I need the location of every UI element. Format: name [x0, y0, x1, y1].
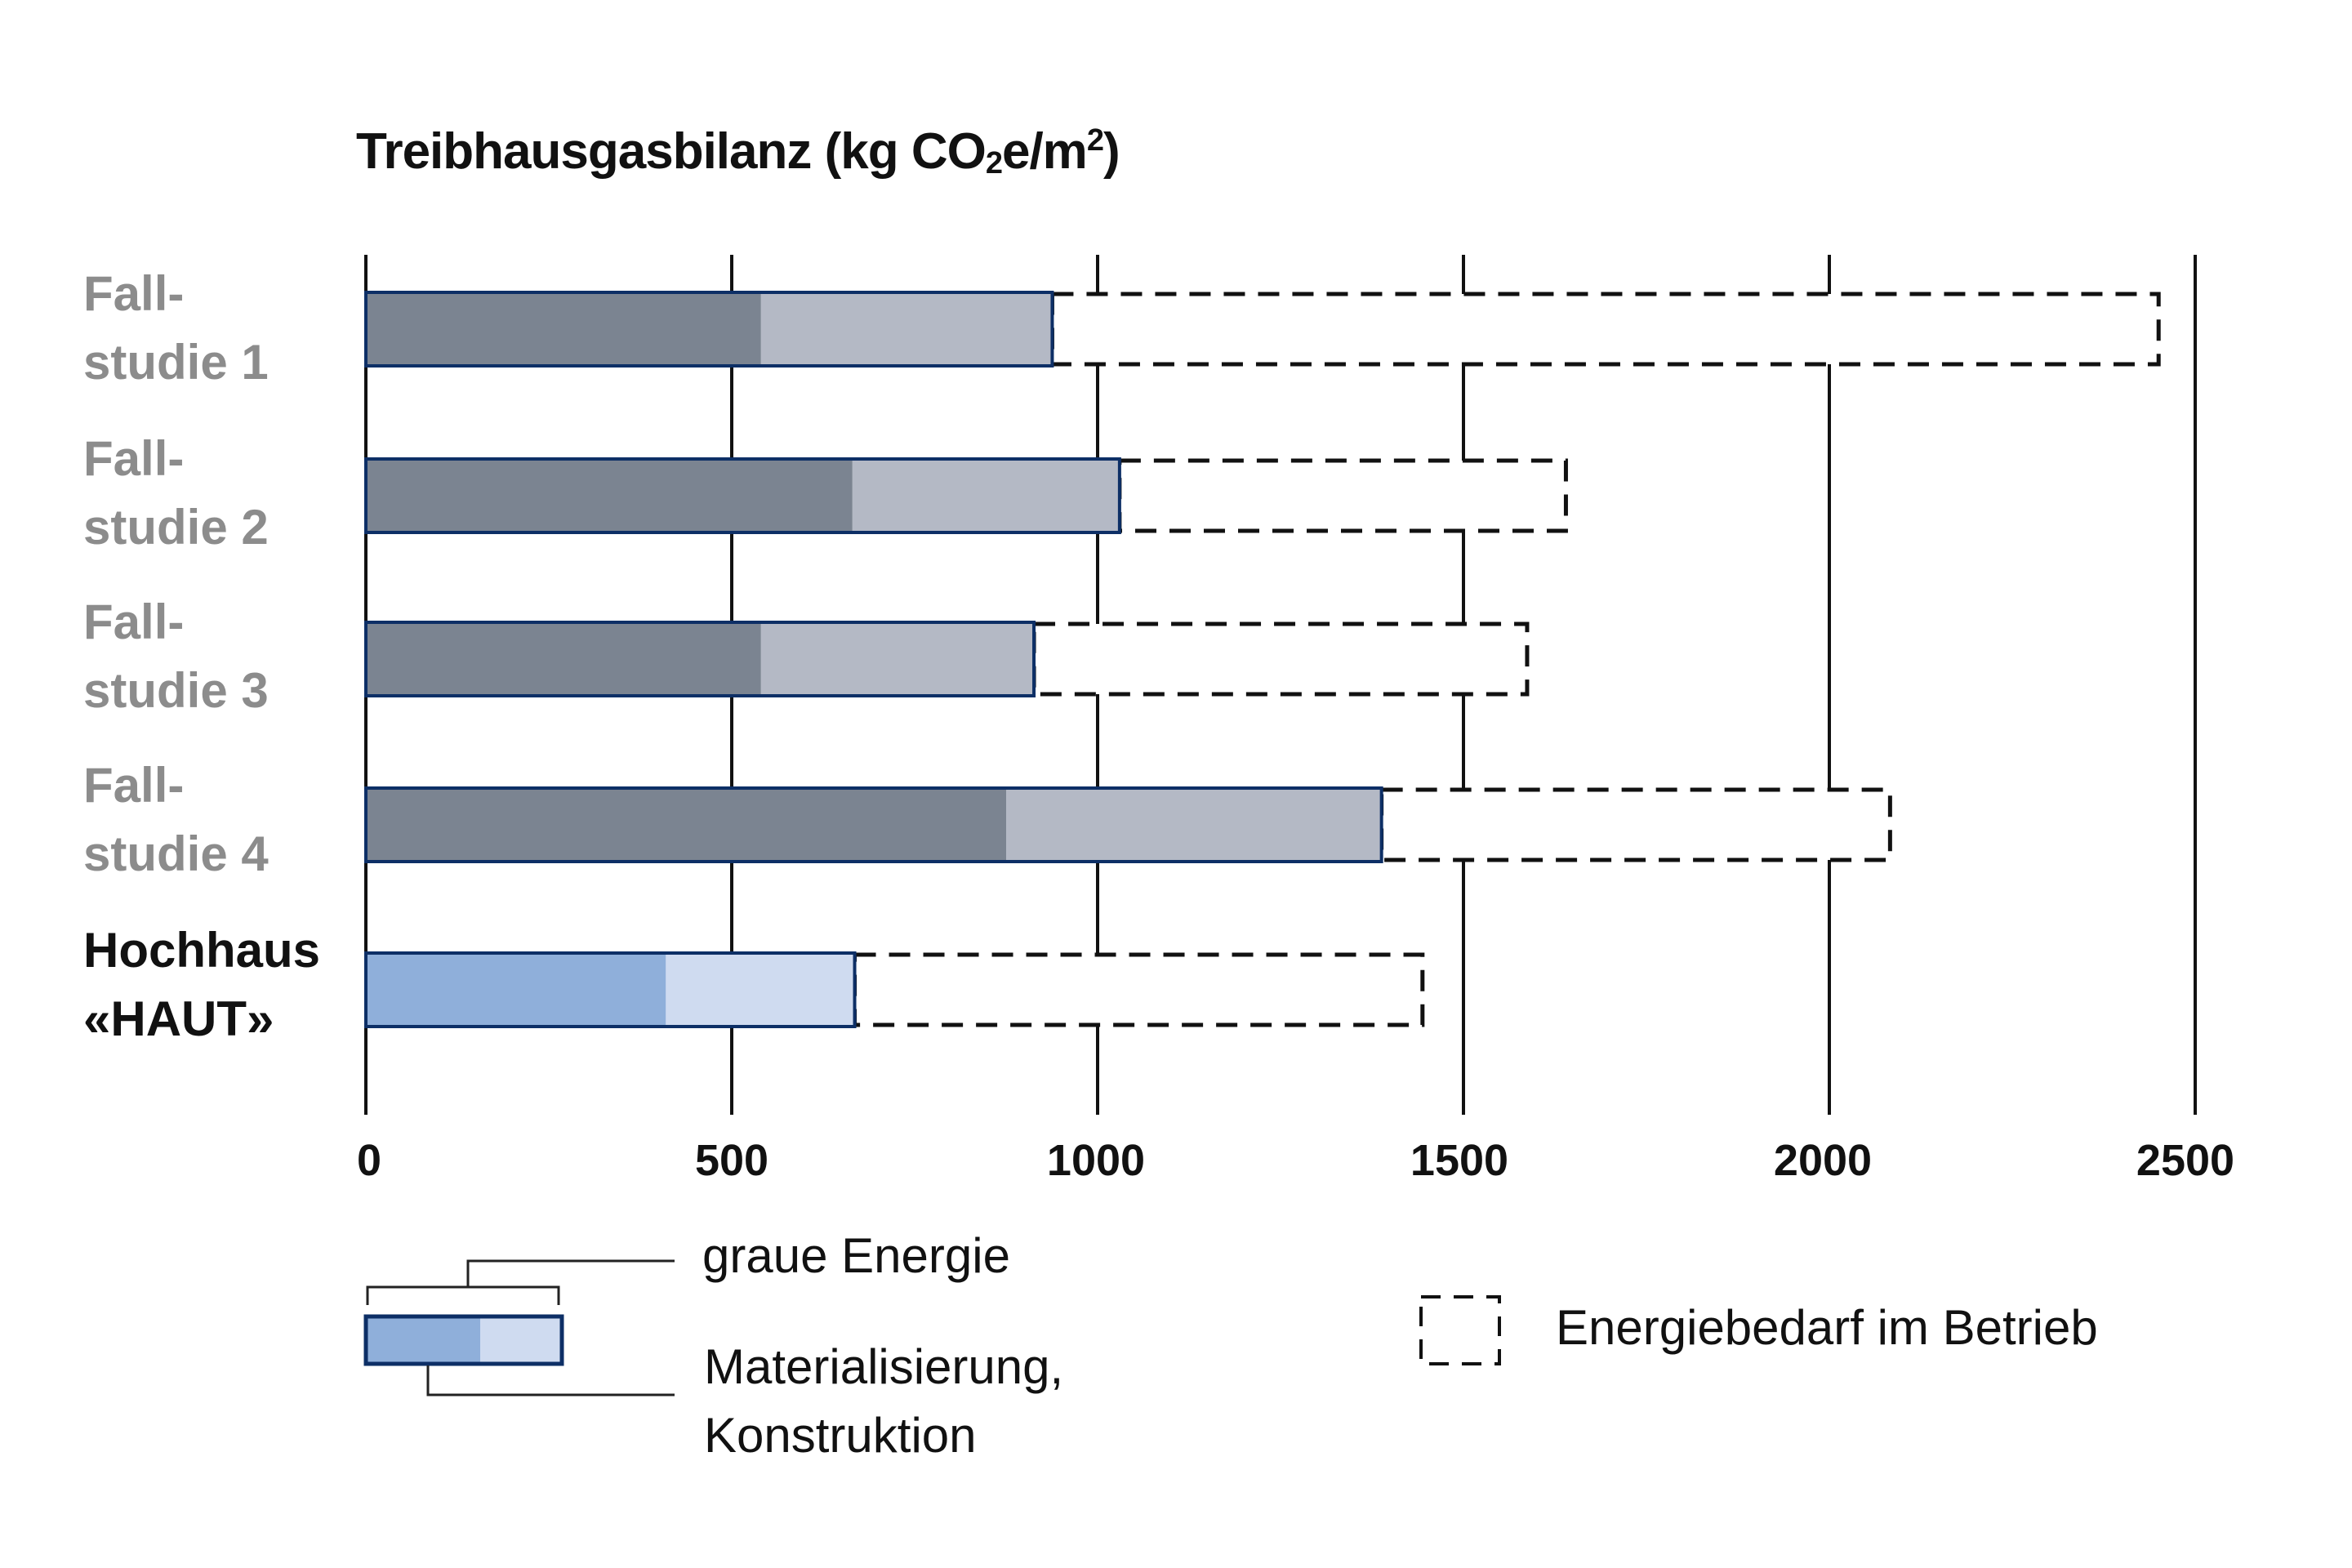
construction-bar-3 — [760, 622, 1035, 696]
x-tick-2000: 2000 — [1773, 1136, 1873, 1185]
category-label-4: Fall-studie 4 — [83, 758, 269, 881]
grey-energy-outline-5 — [364, 951, 857, 1028]
legend-bracket-top — [366, 1285, 560, 1305]
operation-bar-1 — [1049, 292, 2161, 367]
x-tick-500: 500 — [694, 1136, 769, 1185]
construction-bar-5 — [666, 953, 855, 1027]
category-label-2: Fall-studie 2 — [83, 431, 269, 555]
materialisation-bar-3 — [366, 622, 761, 696]
legend-construction: Konstruktion — [704, 1408, 977, 1463]
grey-energy-outline-3 — [364, 621, 1036, 697]
legend-leader-materialisation — [426, 1365, 675, 1396]
legend-materialisation: Materialisierung, — [704, 1339, 1064, 1394]
materialisation-bar-1 — [366, 292, 761, 366]
grey-energy-outline-1 — [364, 291, 1054, 368]
construction-bar-2 — [852, 459, 1120, 532]
materialisation-bar-4 — [366, 788, 1006, 862]
legend-leader-grey-energy — [466, 1259, 675, 1287]
materialisation-bar-5 — [366, 953, 666, 1027]
x-tick-2500: 2500 — [2136, 1136, 2235, 1185]
x-tick-1500: 1500 — [1410, 1136, 1509, 1185]
chart-title: Treibhausgasbilanz (kg CO2e/m2) — [356, 123, 1120, 180]
category-label-3: Fall-studie 3 — [83, 595, 269, 718]
construction-bar-1 — [760, 292, 1053, 366]
legend-swatch-dark — [366, 1316, 499, 1364]
legend-swatch-light — [480, 1316, 562, 1364]
operation-bar-3 — [1031, 621, 1530, 697]
operation-bar-5 — [853, 952, 1425, 1027]
x-tick-1000: 1000 — [1046, 1136, 1146, 1185]
operation-bar-4 — [1379, 787, 1892, 862]
materialisation-bar-2 — [366, 459, 853, 532]
legend-swatch-outline — [363, 1314, 564, 1366]
construction-bar-4 — [1006, 788, 1382, 862]
legend-grey-energy: graue Energie — [702, 1228, 1010, 1283]
grey-energy-outline-4 — [364, 786, 1383, 863]
x-tick-0: 0 — [356, 1136, 382, 1185]
operation-bar-2 — [1117, 458, 1568, 533]
category-label-haut: Hochhaus «HAUT» — [83, 923, 321, 1046]
legend-dashed-swatch — [1419, 1295, 1501, 1365]
legend-operation: Energiebedarf im Betrieb — [1556, 1300, 2098, 1355]
category-label-1: Fall-studie 1 — [83, 266, 269, 390]
grey-energy-outline-2 — [364, 457, 1121, 534]
